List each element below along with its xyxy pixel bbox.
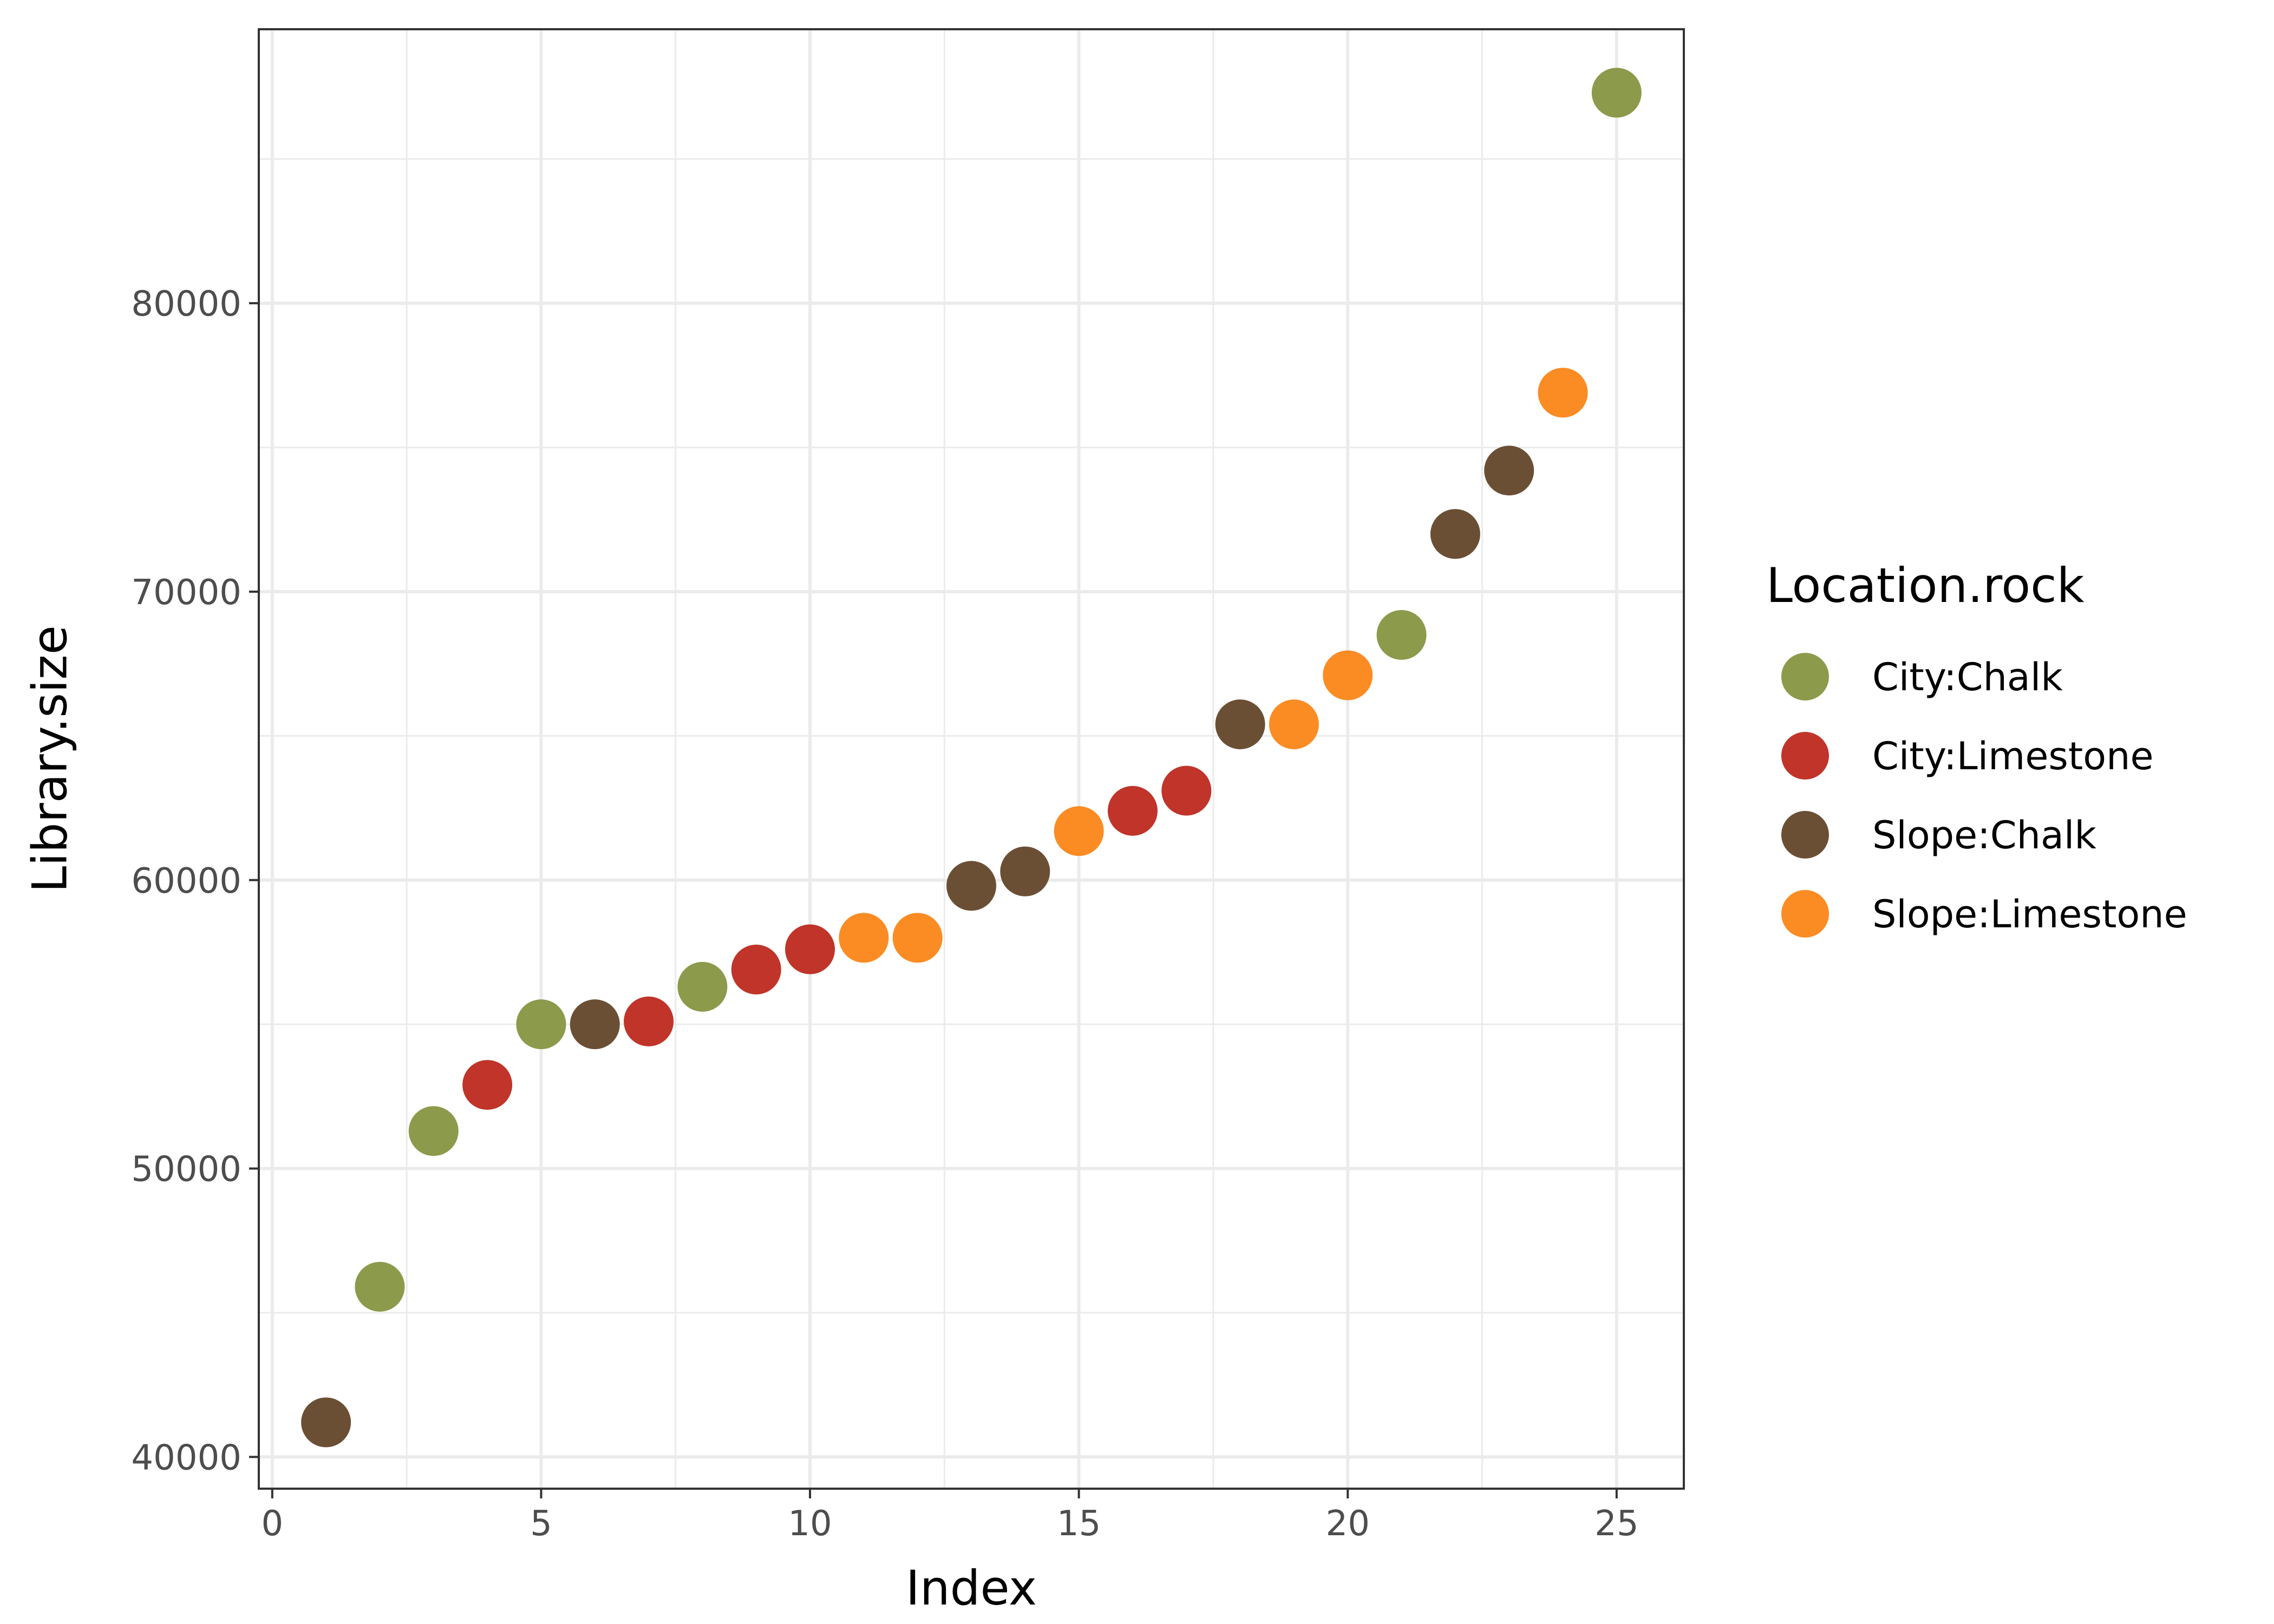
data-points <box>301 68 1642 1448</box>
data-point <box>1484 446 1534 496</box>
x-tick-label: 0 <box>261 1504 283 1544</box>
data-point <box>839 913 889 963</box>
x-tick-label: 5 <box>530 1504 552 1544</box>
data-point <box>1054 806 1104 856</box>
grid-major <box>259 29 1684 1489</box>
legend-key <box>1781 811 1829 859</box>
x-tick-label: 20 <box>1326 1504 1370 1544</box>
y-tick-label: 70000 <box>131 573 241 613</box>
data-point <box>892 913 943 963</box>
legend-key <box>1781 732 1829 780</box>
x-tick-label: 25 <box>1595 1504 1638 1544</box>
data-point <box>1376 610 1427 660</box>
plot-panel-border <box>258 28 1685 1490</box>
data-point <box>1000 846 1050 896</box>
grid-minor <box>259 29 1684 1489</box>
data-point <box>1430 509 1480 559</box>
data-point <box>1215 699 1265 750</box>
data-point <box>731 944 781 994</box>
data-point <box>1323 650 1373 700</box>
x-axis-title: Index <box>906 1560 1037 1616</box>
legend: Location.rock City:Chalk City:Limestone Sl… <box>1766 558 2187 938</box>
data-point <box>516 999 566 1050</box>
legend-label: City:Limestone <box>1872 734 2154 778</box>
y-axis: 40000 50000 60000 70000 80000 <box>131 284 259 1478</box>
data-point <box>624 996 674 1046</box>
y-tick-label: 40000 <box>131 1438 241 1478</box>
data-point <box>301 1397 351 1448</box>
data-point <box>946 861 996 911</box>
data-point <box>1538 368 1588 418</box>
data-point <box>355 1262 405 1312</box>
x-axis: 0 5 10 15 20 25 <box>261 1489 1639 1544</box>
legend-label: Slope:Chalk <box>1872 813 2096 857</box>
data-point <box>1161 765 1212 816</box>
y-tick-label: 50000 <box>131 1150 241 1190</box>
y-axis-title: Library.size <box>22 625 78 893</box>
data-point <box>785 924 835 974</box>
data-point <box>1107 785 1158 836</box>
data-point <box>570 999 620 1050</box>
data-point <box>1591 68 1642 118</box>
legend-title: Location.rock <box>1766 558 2084 613</box>
legend-key <box>1781 653 1829 700</box>
legend-key <box>1781 890 1829 938</box>
x-tick-label: 10 <box>788 1504 832 1544</box>
y-tick-label: 60000 <box>131 861 241 901</box>
legend-label: Slope:Limestone <box>1872 892 2187 937</box>
data-point <box>462 1060 513 1110</box>
data-point <box>677 961 728 1012</box>
data-point <box>408 1106 459 1156</box>
x-tick-label: 15 <box>1057 1504 1101 1544</box>
legend-label: City:Chalk <box>1872 655 2063 699</box>
data-point <box>1269 699 1319 750</box>
y-tick-label: 80000 <box>131 284 241 324</box>
